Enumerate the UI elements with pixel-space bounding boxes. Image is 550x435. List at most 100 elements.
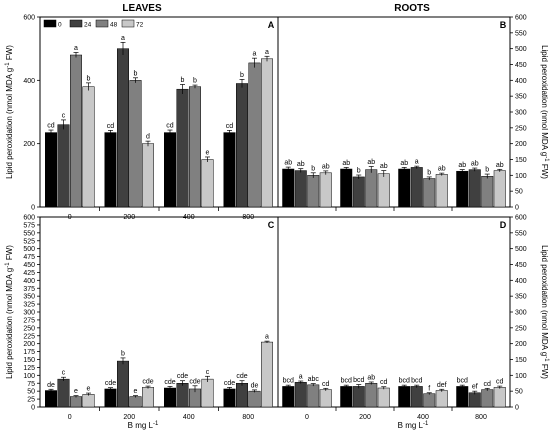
bar-b-800-48: [481, 176, 494, 208]
bar-b-0-0: [282, 168, 295, 208]
y-tick-label: 300: [515, 110, 527, 117]
bar-b-0-24: [294, 170, 307, 208]
y-tick-label: 600: [515, 215, 527, 222]
significance-letter: a: [265, 334, 269, 341]
x-tick-label: 200: [123, 414, 135, 421]
x-tick-label: 400: [183, 414, 195, 421]
bar-b-800-0: [456, 170, 469, 208]
y-tick-label: 600: [515, 15, 527, 22]
column-title-leaves: LEAVES: [122, 3, 162, 14]
ylabel-bottom-right: Lipid peroxidation (nmol MDA g-1 FW): [540, 245, 549, 379]
significance-letter: b: [134, 70, 138, 77]
significance-letter: cde: [142, 379, 153, 386]
significance-letter: a: [253, 51, 257, 58]
legend-label-48: 48: [110, 22, 118, 29]
bar-d-800-72: [493, 387, 506, 408]
significance-letter: b: [181, 77, 185, 84]
bar-d-400-24: [410, 386, 423, 408]
bar-c-200-24: [117, 360, 129, 408]
significance-letter: cde: [164, 379, 175, 386]
y-tick-label: 250: [515, 325, 527, 332]
bar-c-200-72: [142, 387, 154, 408]
significance-letter: b: [311, 165, 315, 172]
bar-c-400-24: [176, 383, 189, 408]
bar-b-800-72: [493, 170, 506, 208]
significance-letter: de: [47, 382, 55, 389]
bar-a-200-0: [104, 132, 117, 208]
x-tick-label: 800: [242, 414, 254, 421]
significance-letter: ab: [400, 160, 408, 167]
significance-letter: d: [146, 134, 150, 141]
y-tick-label: 150: [515, 157, 527, 164]
significance-letter: cd: [322, 381, 330, 388]
significance-letter: b: [240, 72, 244, 79]
y-tick-label: 125: [23, 365, 35, 372]
y-tick-label: 600: [23, 215, 35, 222]
y-tick-label: 350: [515, 294, 527, 301]
bar-a-200-48: [129, 80, 142, 208]
significance-letter: ab: [342, 160, 350, 167]
bar-c-0-24: [57, 378, 70, 408]
x-tick-label: 0: [305, 414, 309, 421]
legend-label-0: 0: [58, 22, 62, 29]
y-tick-label: 425: [23, 270, 35, 277]
y-tick-label: 400: [515, 278, 527, 285]
bar-b-400-48: [423, 178, 436, 208]
y-tick-label: 500: [515, 246, 527, 253]
y-tick-label: 500: [515, 46, 527, 53]
y-tick-label: 575: [23, 222, 35, 229]
significance-letter: bcd: [457, 378, 468, 385]
significance-letter: b: [427, 169, 431, 176]
panel-letter-b: B: [500, 20, 507, 30]
y-tick-label: 50: [515, 389, 523, 396]
bar-b-0-72: [319, 172, 332, 208]
bar-d-800-24: [468, 392, 481, 408]
y-tick-label: 0: [31, 405, 35, 412]
y-tick-label: 50: [27, 389, 35, 396]
significance-letter: cde: [189, 378, 200, 385]
y-tick-label: 350: [23, 294, 35, 301]
x-tick-label: 800: [475, 414, 487, 421]
bar-a-800-48: [248, 62, 261, 208]
bar-c-800-72: [261, 341, 273, 408]
significance-letter: ab: [380, 163, 388, 170]
y-tick-label: 175: [23, 349, 35, 356]
y-tick-label: 300: [515, 310, 527, 317]
y-tick-label: 525: [23, 238, 35, 245]
significance-letter: a: [299, 374, 303, 381]
y-tick-label: 150: [515, 357, 527, 364]
y-tick-label: 200: [23, 341, 35, 348]
legend-swatch-24: [69, 19, 83, 28]
bar-a-0-24: [57, 124, 70, 208]
bar-d-200-24: [352, 386, 365, 408]
significance-letter: a: [74, 45, 78, 52]
significance-letter: cd: [484, 381, 492, 388]
xlabel-left: B mg L-1: [128, 421, 159, 430]
legend-swatch-72: [121, 19, 135, 28]
significance-letter: ab: [284, 160, 292, 167]
x-tick-label: 0: [68, 414, 72, 421]
significance-letter: cd: [166, 123, 174, 130]
y-tick-label: 550: [515, 230, 527, 237]
panel-letter-a: A: [268, 20, 275, 30]
bar-d-400-0: [398, 386, 411, 408]
bar-b-400-0: [398, 168, 411, 208]
legend: 0 24 48 72: [43, 19, 144, 29]
significance-letter: e: [74, 388, 78, 395]
significance-letter: ab: [471, 161, 479, 168]
significance-letter: e: [87, 386, 91, 393]
significance-letter: bcd: [283, 378, 294, 385]
bar-d-200-48: [365, 383, 378, 408]
significance-letter: b: [357, 168, 361, 175]
significance-letter: ab: [438, 166, 446, 173]
bar-a-800-0: [223, 132, 236, 208]
bar-b-800-24: [468, 169, 481, 208]
y-tick-label: 150: [23, 357, 35, 364]
y-tick-label: 600: [23, 15, 35, 22]
bar-a-800-72: [261, 58, 273, 208]
column-title-roots: ROOTS: [394, 3, 430, 14]
legend-label-24: 24: [84, 22, 92, 29]
panel-letter-c: C: [268, 220, 275, 230]
